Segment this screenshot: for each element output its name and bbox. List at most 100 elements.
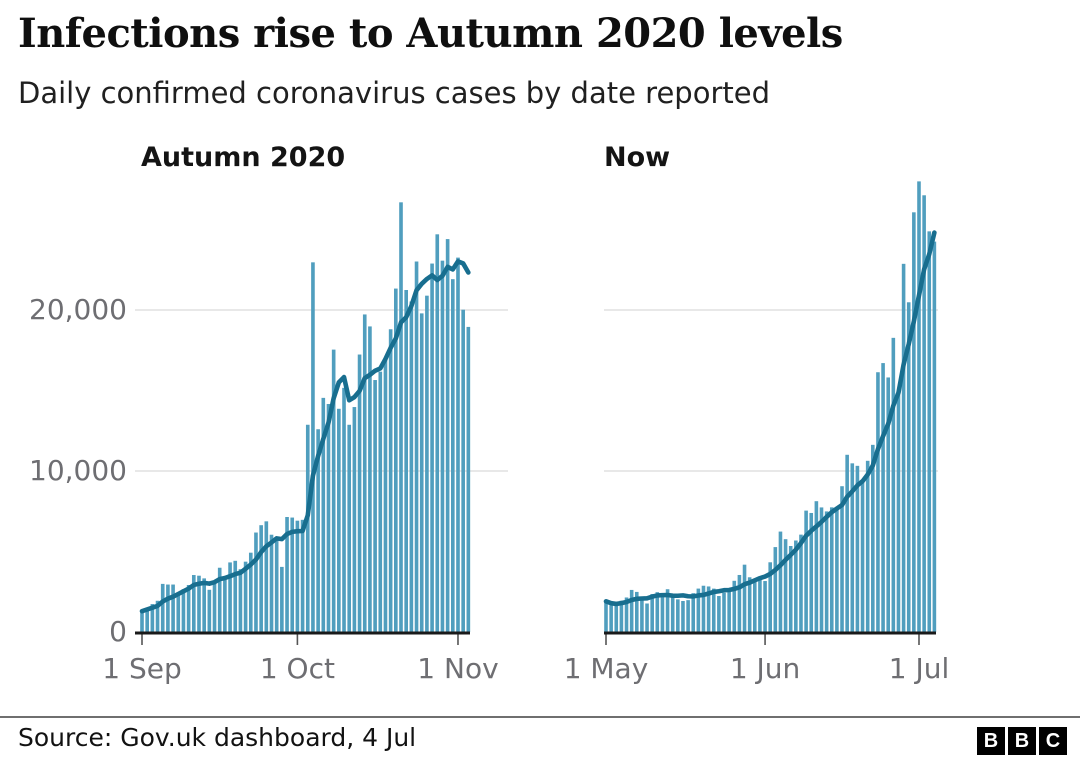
daily-bar (794, 540, 798, 632)
daily-bar (819, 507, 824, 632)
daily-bar (394, 288, 398, 632)
daily-bar (466, 326, 471, 632)
daily-bar (461, 309, 465, 632)
daily-bar (228, 562, 232, 632)
daily-bar (629, 589, 634, 632)
daily-bar (670, 596, 675, 632)
daily-bar (901, 263, 906, 632)
daily-bar (269, 534, 274, 632)
daily-bar (634, 591, 639, 632)
daily-bar (145, 607, 149, 632)
daily-bar (440, 260, 445, 632)
page-title: Infections rise to Autumn 2020 levels (18, 10, 843, 57)
daily-bar (773, 547, 778, 632)
daily-bar (357, 354, 362, 632)
daily-bar (212, 582, 217, 632)
y-axis-label: 0 (109, 615, 127, 648)
daily-bar (865, 460, 870, 632)
daily-bar (254, 532, 258, 632)
daily-bar (799, 534, 803, 632)
daily-bar (753, 579, 757, 632)
daily-bar (321, 397, 326, 632)
daily-bar (881, 363, 885, 632)
daily-bar (768, 562, 772, 632)
daily-bar (922, 195, 926, 633)
daily-bar (404, 290, 408, 632)
daily-bar (732, 580, 737, 632)
daily-bar (747, 577, 752, 632)
daily-bar (727, 591, 731, 632)
daily-bar (425, 295, 429, 632)
page-subtitle: Daily confirmed coronavirus cases by dat… (18, 76, 770, 110)
rolling-average-line (603, 230, 937, 607)
daily-bar (259, 525, 263, 632)
daily-bar (696, 588, 701, 632)
daily-bar (845, 454, 849, 632)
daily-bar (737, 574, 742, 632)
daily-bar (876, 372, 880, 632)
bbc-logo-letter: C (1039, 727, 1067, 755)
x-axis-label: 1 Jun (729, 652, 801, 685)
daily-bar (665, 589, 670, 632)
daily-bar (640, 599, 644, 632)
chart-title-autumn-2020: Autumn 2020 (141, 142, 346, 173)
daily-bar (331, 349, 336, 632)
daily-bar (373, 380, 377, 632)
daily-bar (809, 512, 814, 632)
daily-bar (181, 589, 186, 632)
daily-bar (342, 387, 346, 632)
daily-bar (742, 564, 747, 632)
daily-bar (383, 358, 388, 632)
y-axis-label: 20,000 (29, 293, 127, 326)
daily-bar (347, 424, 352, 632)
daily-bar (290, 517, 295, 632)
daily-bar (681, 600, 685, 632)
daily-bar (368, 326, 372, 632)
daily-bar (305, 424, 310, 632)
daily-bar (311, 262, 315, 632)
chart-title-now: Now (604, 142, 671, 173)
daily-bar (763, 581, 767, 632)
daily-bar (896, 392, 901, 632)
daily-bar (155, 600, 160, 632)
daily-bar (619, 600, 624, 632)
daily-bar (202, 578, 206, 632)
daily-bar (783, 539, 788, 632)
daily-bar (352, 407, 357, 632)
daily-bar (686, 600, 690, 632)
x-axis-label: 1 Jul (888, 652, 950, 685)
daily-bar (264, 521, 269, 632)
daily-bar (932, 241, 937, 633)
daily-bar (337, 408, 341, 632)
daily-bar (316, 429, 320, 632)
daily-bar (186, 585, 191, 632)
daily-bar (419, 313, 424, 632)
daily-bar (295, 520, 300, 632)
daily-bar (243, 561, 248, 632)
daily-bar (804, 510, 808, 632)
daily-bar (450, 279, 455, 632)
daily-bar (197, 575, 201, 632)
daily-bar (676, 599, 680, 632)
daily-bar (650, 594, 654, 632)
daily-bar (778, 531, 783, 632)
daily-bar (207, 589, 212, 632)
daily-bar (388, 329, 393, 632)
daily-bar (855, 465, 860, 632)
daily-bar (624, 597, 629, 632)
daily-bar (191, 575, 196, 632)
daily-bar (238, 569, 243, 632)
daily-bar (906, 302, 911, 632)
daily-bar (274, 540, 279, 632)
daily-bar (835, 508, 839, 632)
daily-bar (456, 257, 460, 632)
daily-bar (300, 519, 305, 632)
daily-bar (645, 603, 649, 632)
daily-bar (829, 507, 834, 632)
daily-bar (233, 560, 238, 632)
daily-bar (414, 261, 419, 632)
daily-bar (758, 577, 762, 632)
